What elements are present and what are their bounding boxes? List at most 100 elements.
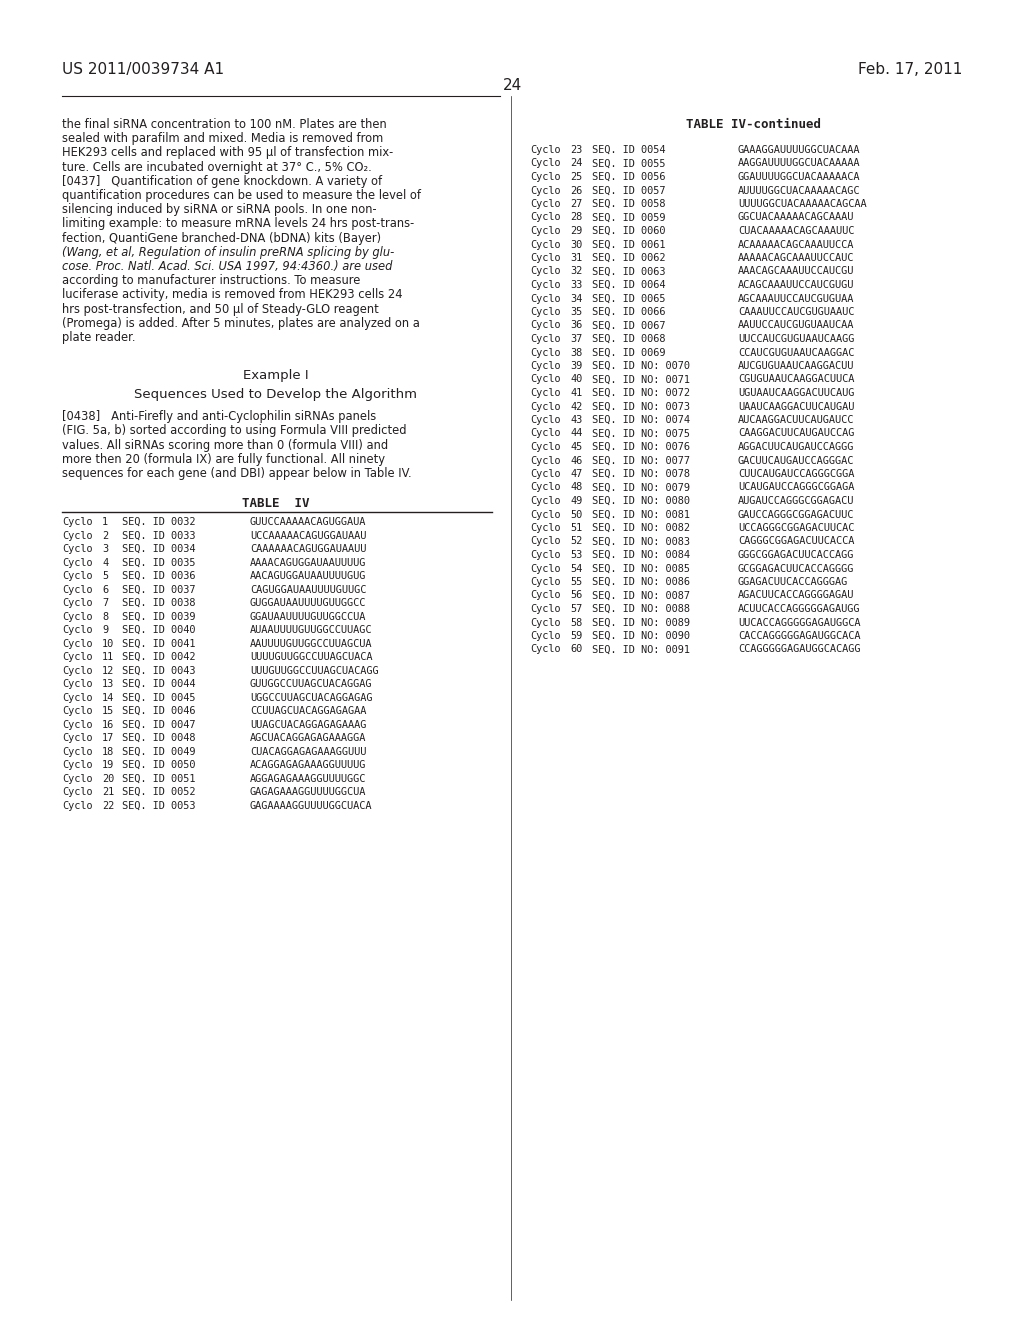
Text: 17: 17 (102, 733, 115, 743)
Text: Cyclo: Cyclo (530, 483, 560, 492)
Text: GUGGAUAAUUUUGUUGGCC: GUGGAUAAUUUUGUUGGCC (250, 598, 367, 609)
Text: GAGAAAAGGUUUUGGCUACA: GAGAAAAGGUUUUGGCUACA (250, 801, 373, 810)
Text: SEQ. ID 0041: SEQ. ID 0041 (122, 639, 196, 648)
Text: Cyclo: Cyclo (62, 706, 92, 717)
Text: GAGAGAAAGGUUUUGGCUA: GAGAGAAAGGUUUUGGCUA (250, 787, 367, 797)
Text: Cyclo: Cyclo (62, 626, 92, 635)
Text: Cyclo: Cyclo (530, 577, 560, 587)
Text: 2: 2 (102, 531, 109, 541)
Text: Cyclo: Cyclo (530, 496, 560, 506)
Text: SEQ. ID NO: 0078: SEQ. ID NO: 0078 (592, 469, 690, 479)
Text: SEQ. ID 0035: SEQ. ID 0035 (122, 557, 196, 568)
Text: 28: 28 (570, 213, 583, 223)
Text: CGUGUAAUCAAGGACUUCA: CGUGUAAUCAAGGACUUCA (738, 375, 854, 384)
Text: 20: 20 (102, 774, 115, 784)
Text: TABLE  IV: TABLE IV (243, 498, 309, 511)
Text: 46: 46 (570, 455, 583, 466)
Text: HEK293 cells and replaced with 95 μl of transfection mix-: HEK293 cells and replaced with 95 μl of … (62, 147, 393, 160)
Text: AACAGUGGAUAAUUUUGUG: AACAGUGGAUAAUUUUGUG (250, 572, 367, 581)
Text: SEQ. ID NO: 0082: SEQ. ID NO: 0082 (592, 523, 690, 533)
Text: 40: 40 (570, 375, 583, 384)
Text: 25: 25 (570, 172, 583, 182)
Text: CAAAAAACAGUGGAUAAUU: CAAAAAACAGUGGAUAAUU (250, 544, 367, 554)
Text: SEQ. ID 0060: SEQ. ID 0060 (592, 226, 666, 236)
Text: Example I: Example I (243, 370, 309, 383)
Text: luciferase activity, media is removed from HEK293 cells 24: luciferase activity, media is removed fr… (62, 288, 402, 301)
Text: UUUUGUUGGCCUUAGCUACA: UUUUGUUGGCCUUAGCUACA (250, 652, 373, 663)
Text: values. All siRNAs scoring more than 0 (formula VIII) and: values. All siRNAs scoring more than 0 (… (62, 438, 388, 451)
Text: GCGGAGACUUCACCAGGGG: GCGGAGACUUCACCAGGGG (738, 564, 854, 573)
Text: GGAUAAUUUUGUUGGCCUA: GGAUAAUUUUGUUGGCCUA (250, 611, 367, 622)
Text: SEQ. ID 0040: SEQ. ID 0040 (122, 626, 196, 635)
Text: GUUGGCCUUAGCUACAGGAG: GUUGGCCUUAGCUACAGGAG (250, 680, 373, 689)
Text: GGAUUUUGGCUACAAAAACA: GGAUUUUGGCUACAAAAACA (738, 172, 860, 182)
Text: CACCAGGGGGAGAUGGCACA: CACCAGGGGGAGAUGGCACA (738, 631, 860, 642)
Text: 22: 22 (102, 801, 115, 810)
Text: AAAACAGUGGAUAAUUUUG: AAAACAGUGGAUAAUUUUG (250, 557, 367, 568)
Text: UUCACCAGGGGGAGAUGGCA: UUCACCAGGGGGAGAUGGCA (738, 618, 860, 627)
Text: SEQ. ID NO: 0083: SEQ. ID NO: 0083 (592, 536, 690, 546)
Text: 53: 53 (570, 550, 583, 560)
Text: Cyclo: Cyclo (530, 631, 560, 642)
Text: CCAUCGUGUAAUCAAGGAC: CCAUCGUGUAAUCAAGGAC (738, 347, 854, 358)
Text: SEQ. ID 0036: SEQ. ID 0036 (122, 572, 196, 581)
Text: SEQ. ID NO: 0091: SEQ. ID NO: 0091 (592, 644, 690, 655)
Text: Cyclo: Cyclo (530, 414, 560, 425)
Text: AUAAUUUUGUUGGCCUUAGC: AUAAUUUUGUUGGCCUUAGC (250, 626, 373, 635)
Text: Cyclo: Cyclo (530, 347, 560, 358)
Text: SEQ. ID NO: 0075: SEQ. ID NO: 0075 (592, 429, 690, 438)
Text: SEQ. ID 0042: SEQ. ID 0042 (122, 652, 196, 663)
Text: Cyclo: Cyclo (530, 590, 560, 601)
Text: GACUUCAUGAUCCAGGGAC: GACUUCAUGAUCCAGGGAC (738, 455, 854, 466)
Text: 34: 34 (570, 293, 583, 304)
Text: 31: 31 (570, 253, 583, 263)
Text: CCAGGGGGAGAUGGCACAGG: CCAGGGGGAGAUGGCACAGG (738, 644, 860, 655)
Text: SEQ. ID 0053: SEQ. ID 0053 (122, 801, 196, 810)
Text: SEQ. ID 0044: SEQ. ID 0044 (122, 680, 196, 689)
Text: sequences for each gene (and DBI) appear below in Table IV.: sequences for each gene (and DBI) appear… (62, 467, 412, 480)
Text: 16: 16 (102, 719, 115, 730)
Text: 38: 38 (570, 347, 583, 358)
Text: SEQ. ID 0048: SEQ. ID 0048 (122, 733, 196, 743)
Text: plate reader.: plate reader. (62, 331, 135, 345)
Text: 29: 29 (570, 226, 583, 236)
Text: SEQ. ID NO: 0077: SEQ. ID NO: 0077 (592, 455, 690, 466)
Text: Cyclo: Cyclo (530, 239, 560, 249)
Text: 6: 6 (102, 585, 109, 595)
Text: Cyclo: Cyclo (62, 639, 92, 648)
Text: SEQ. ID 0034: SEQ. ID 0034 (122, 544, 196, 554)
Text: SEQ. ID 0065: SEQ. ID 0065 (592, 293, 666, 304)
Text: SEQ. ID 0062: SEQ. ID 0062 (592, 253, 666, 263)
Text: GAAAGGAUUUUGGCUACAAA: GAAAGGAUUUUGGCUACAAA (738, 145, 860, 154)
Text: Cyclo: Cyclo (530, 334, 560, 345)
Text: UGGCCUUAGCUACAGGAGAG: UGGCCUUAGCUACAGGAGAG (250, 693, 373, 702)
Text: Cyclo: Cyclo (62, 585, 92, 595)
Text: 23: 23 (570, 145, 583, 154)
Text: SEQ. ID 0068: SEQ. ID 0068 (592, 334, 666, 345)
Text: Cyclo: Cyclo (530, 388, 560, 399)
Text: Cyclo: Cyclo (530, 321, 560, 330)
Text: UCCAGGGCGGAGACUUCAC: UCCAGGGCGGAGACUUCAC (738, 523, 854, 533)
Text: 56: 56 (570, 590, 583, 601)
Text: SEQ. ID NO: 0072: SEQ. ID NO: 0072 (592, 388, 690, 399)
Text: 45: 45 (570, 442, 583, 451)
Text: SEQ. ID NO: 0088: SEQ. ID NO: 0088 (592, 605, 690, 614)
Text: GUUCCAAAAACAGUGGAUA: GUUCCAAAAACAGUGGAUA (250, 517, 367, 527)
Text: fection, QuantiGene branched-DNA (bDNA) kits (Bayer): fection, QuantiGene branched-DNA (bDNA) … (62, 231, 381, 244)
Text: Cyclo: Cyclo (530, 605, 560, 614)
Text: UGUAAUCAAGGACUUCAUG: UGUAAUCAAGGACUUCAUG (738, 388, 854, 399)
Text: AUCAAGGACUUCAUGAUCC: AUCAAGGACUUCAUGAUCC (738, 414, 854, 425)
Text: 41: 41 (570, 388, 583, 399)
Text: (Promega) is added. After 5 minutes, plates are analyzed on a: (Promega) is added. After 5 minutes, pla… (62, 317, 420, 330)
Text: SEQ. ID 0038: SEQ. ID 0038 (122, 598, 196, 609)
Text: (FIG. 5a, b) sorted according to using Formula VIII predicted: (FIG. 5a, b) sorted according to using F… (62, 425, 407, 437)
Text: 26: 26 (570, 186, 583, 195)
Text: CAGUGGAUAAUUUUGUUGC: CAGUGGAUAAUUUUGUUGC (250, 585, 367, 595)
Text: SEQ. ID 0067: SEQ. ID 0067 (592, 321, 666, 330)
Text: 37: 37 (570, 334, 583, 345)
Text: SEQ. ID NO: 0076: SEQ. ID NO: 0076 (592, 442, 690, 451)
Text: Cyclo: Cyclo (530, 158, 560, 169)
Text: Cyclo: Cyclo (62, 680, 92, 689)
Text: CUUCAUGAUCCAGGGCGGA: CUUCAUGAUCCAGGGCGGA (738, 469, 854, 479)
Text: silencing induced by siRNA or siRNA pools. In one non-: silencing induced by siRNA or siRNA pool… (62, 203, 377, 216)
